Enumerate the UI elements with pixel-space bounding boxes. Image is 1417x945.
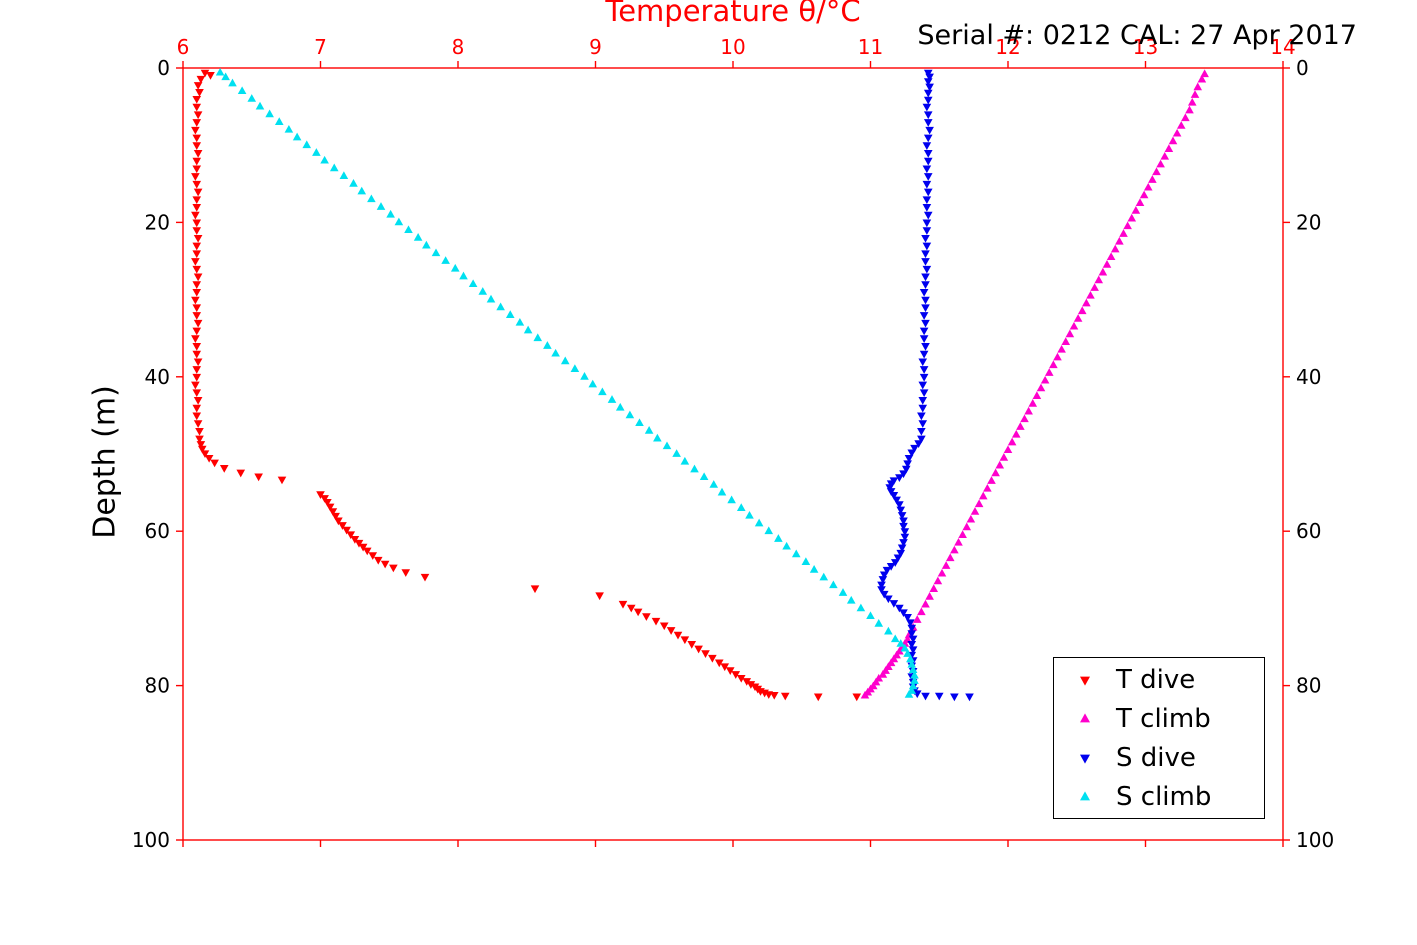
legend-item-s-dive: S dive — [1054, 738, 1264, 777]
svg-text:0: 0 — [157, 56, 170, 80]
t-dive-series — [191, 69, 862, 702]
svg-text:80: 80 — [145, 674, 170, 698]
legend-label-t-climb: T climb — [1116, 703, 1211, 734]
serial-cal-annotation: Serial #: 0212 CAL: 27 Apr 2017 — [917, 20, 1357, 51]
svg-text:40: 40 — [145, 365, 170, 389]
t-climb-marker-icon — [1054, 710, 1116, 728]
t-dive-marker-icon — [1054, 671, 1116, 689]
svg-text:80: 80 — [1296, 674, 1321, 698]
svg-text:20: 20 — [145, 210, 170, 234]
legend-item-t-climb: T climb — [1054, 699, 1264, 738]
svg-text:10: 10 — [720, 35, 745, 59]
svg-text:100: 100 — [132, 828, 170, 852]
chart-title: Temperature θ/°C — [605, 0, 861, 28]
s-climb-series — [215, 67, 919, 698]
s-climb-marker-icon — [1054, 788, 1116, 806]
svg-text:9: 9 — [589, 35, 602, 59]
svg-text:8: 8 — [452, 35, 465, 59]
svg-text:12: 12 — [995, 35, 1020, 59]
legend-label-s-dive: S dive — [1116, 742, 1196, 773]
s-dive-marker-icon — [1054, 749, 1116, 767]
legend-item-s-climb: S climb — [1054, 777, 1264, 816]
svg-text:7: 7 — [314, 35, 327, 59]
svg-text:13: 13 — [1133, 35, 1158, 59]
svg-text:40: 40 — [1296, 365, 1321, 389]
svg-text:14: 14 — [1270, 35, 1295, 59]
legend-item-t-dive: T dive — [1054, 660, 1264, 699]
legend: T dive T climb S dive S climb — [1053, 657, 1265, 819]
svg-text:0: 0 — [1296, 56, 1309, 80]
svg-text:11: 11 — [858, 35, 883, 59]
svg-text:60: 60 — [145, 519, 170, 543]
legend-label-s-climb: S climb — [1116, 781, 1212, 812]
svg-text:20: 20 — [1296, 210, 1321, 234]
svg-text:60: 60 — [1296, 519, 1321, 543]
svg-text:6: 6 — [177, 35, 190, 59]
svg-text:100: 100 — [1296, 828, 1334, 852]
y-axis-label: Depth (m) — [87, 385, 123, 539]
legend-label-t-dive: T dive — [1116, 664, 1196, 695]
t-climb-series — [860, 69, 1209, 699]
